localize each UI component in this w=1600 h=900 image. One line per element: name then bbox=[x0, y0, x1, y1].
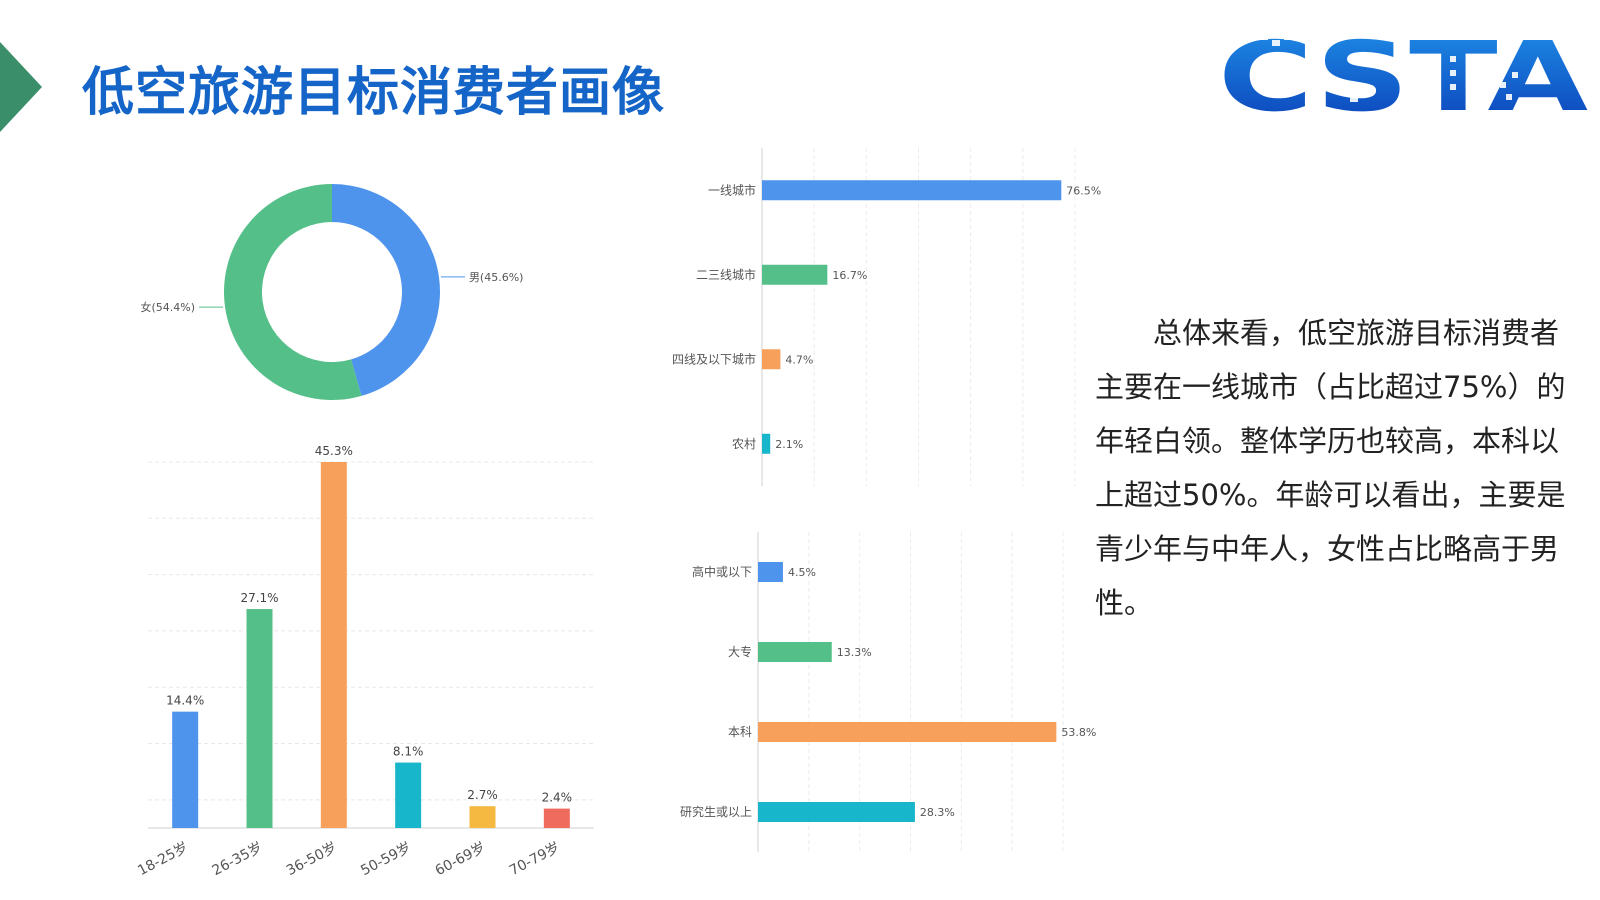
summary-text: 总体来看，低空旅游目标消费者主要在一线城市（占比超过75%）的年轻白领。整体学历… bbox=[1095, 316, 1566, 620]
age-bar-2 bbox=[320, 462, 347, 828]
age-bar-label-3: 8.1% bbox=[393, 745, 424, 759]
age-bar-label-4: 2.7% bbox=[467, 788, 498, 802]
age-bar-label-0: 14.4% bbox=[166, 694, 204, 708]
city-bar-label-0: 76.5% bbox=[1066, 184, 1101, 197]
city-bar-label-3: 2.1% bbox=[775, 438, 803, 451]
edu-bar-label-3: 28.3% bbox=[920, 806, 955, 819]
age-bar-label-1: 27.1% bbox=[240, 591, 278, 605]
city-bar-label-1: 16.7% bbox=[832, 269, 867, 282]
csta-logo: CSTA bbox=[1218, 26, 1588, 126]
age-tick-2: 36-50岁 bbox=[284, 839, 340, 879]
donut-slice-0 bbox=[332, 184, 441, 396]
edu-category-2: 本科 bbox=[728, 725, 752, 739]
edu-bar-1 bbox=[758, 642, 832, 662]
city-bar-1 bbox=[762, 264, 828, 285]
city-bar-0 bbox=[762, 180, 1062, 201]
edu-category-3: 研究生或以上 bbox=[680, 804, 752, 819]
city-bar-2 bbox=[762, 349, 781, 370]
city-category-2: 四线及以下城市 bbox=[672, 351, 756, 366]
donut-label-0: 男(45.6%) bbox=[469, 271, 524, 284]
edu-bar-label-2: 53.8% bbox=[1061, 726, 1096, 739]
edu-bar-2 bbox=[758, 722, 1057, 742]
age-tick-0: 18-25岁 bbox=[135, 839, 191, 879]
age-tick-1: 26-35岁 bbox=[210, 839, 266, 879]
age-bar-5 bbox=[543, 808, 570, 828]
city-category-3: 农村 bbox=[732, 437, 756, 451]
city-category-1: 二三线城市 bbox=[696, 267, 756, 282]
edu-bar-label-1: 13.3% bbox=[837, 646, 872, 659]
edu-category-1: 大专 bbox=[728, 644, 752, 659]
age-bar-4 bbox=[469, 806, 496, 828]
age-bar-1 bbox=[246, 609, 273, 828]
age-bar-label-2: 45.3% bbox=[315, 444, 353, 458]
city-bar-3 bbox=[762, 433, 771, 454]
edu-bar-3 bbox=[758, 802, 915, 822]
city-bar-label-2: 4.7% bbox=[785, 353, 813, 366]
age-bar-3 bbox=[395, 762, 422, 828]
title-accent-triangle bbox=[0, 42, 42, 132]
age-tick-4: 60-69岁 bbox=[433, 839, 489, 879]
age-tick-5: 70-79岁 bbox=[507, 839, 563, 879]
page-title: 低空旅游目标消费者画像 bbox=[82, 63, 666, 123]
edu-bar-0 bbox=[758, 562, 783, 582]
city-category-0: 一线城市 bbox=[708, 182, 756, 197]
edu-category-0: 高中或以下 bbox=[692, 564, 752, 579]
donut-slice-1 bbox=[224, 184, 362, 400]
donut-label-1: 女(54.4%) bbox=[141, 300, 196, 314]
edu-bar-label-0: 4.5% bbox=[788, 566, 816, 579]
age-tick-3: 50-59岁 bbox=[358, 839, 414, 879]
age-bar-0 bbox=[172, 711, 199, 828]
age-bar-label-5: 2.4% bbox=[542, 791, 573, 805]
